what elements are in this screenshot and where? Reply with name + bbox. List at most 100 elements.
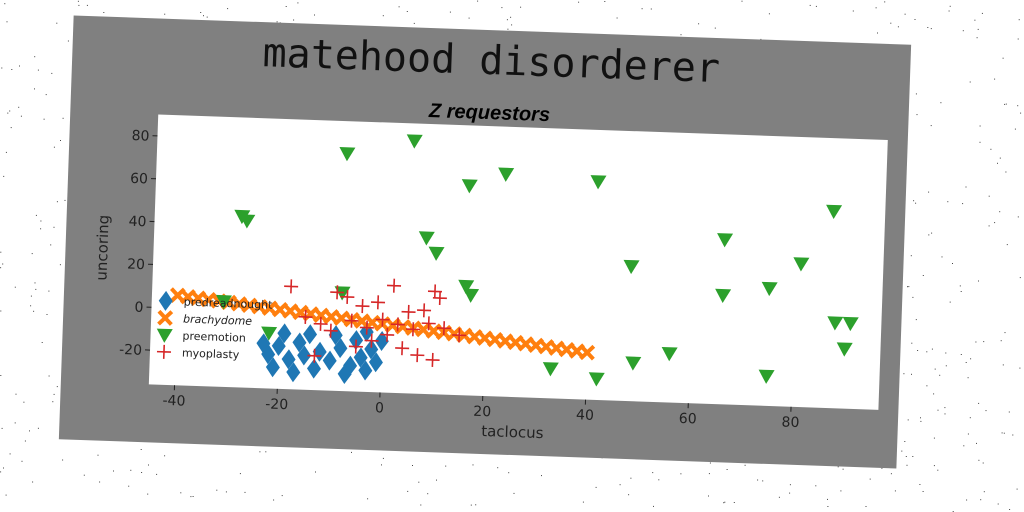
noise-speck <box>19 65 20 67</box>
noise-speck <box>965 186 967 188</box>
noise-speck <box>983 491 985 493</box>
noise-speck <box>56 386 58 388</box>
noise-speck <box>497 467 499 469</box>
noise-speck <box>147 493 149 495</box>
noise-speck <box>744 464 746 466</box>
noise-speck <box>595 486 597 488</box>
noise-speck <box>37 69 39 71</box>
noise-speck <box>827 506 829 507</box>
noise-speck <box>920 420 922 422</box>
noise-speck <box>837 466 839 468</box>
noise-speck <box>406 11 408 12</box>
noise-speck <box>382 457 384 459</box>
legend-label: preemotion <box>182 330 246 345</box>
noise-speck <box>367 498 369 500</box>
noise-speck <box>931 348 933 350</box>
noise-speck <box>926 351 928 353</box>
point-myoplasty <box>375 312 390 327</box>
x-tick-label: 40 <box>576 407 594 424</box>
noise-speck <box>62 459 64 461</box>
noise-speck <box>541 475 542 477</box>
noise-speck <box>976 442 977 444</box>
noise-speck <box>148 464 149 466</box>
noise-speck <box>1014 128 1016 130</box>
noise-speck <box>445 465 447 467</box>
noise-speck <box>931 232 933 234</box>
noise-speck <box>1001 432 1003 434</box>
noise-speck <box>827 498 828 500</box>
noise-speck <box>733 502 735 503</box>
noise-speck <box>884 1 886 3</box>
noise-speck <box>398 6 400 8</box>
noise-speck <box>945 352 947 354</box>
noise-speck <box>156 473 158 475</box>
noise-speck <box>997 162 998 164</box>
point-predreadnought <box>277 323 292 344</box>
noise-speck <box>418 481 420 483</box>
noise-speck <box>1 67 3 69</box>
point-myoplasty <box>452 328 467 343</box>
noise-speck <box>994 222 996 224</box>
noise-speck <box>927 27 929 28</box>
noise-speck <box>4 3 6 5</box>
point-preemotion <box>842 316 859 332</box>
noise-speck <box>628 494 630 496</box>
noise-speck <box>41 342 43 343</box>
point-predreadnought <box>281 349 296 370</box>
point-preemotion <box>717 233 734 248</box>
noise-speck <box>200 12 202 13</box>
noise-speck <box>9 110 11 112</box>
point-myoplasty <box>344 313 359 328</box>
noise-speck <box>351 451 352 453</box>
noise-speck <box>141 472 143 473</box>
x-axis-ticks: -40 -20 0 20 40 60 80 <box>162 385 800 431</box>
noise-speck <box>941 256 943 258</box>
noise-speck <box>130 469 132 471</box>
noise-speck <box>969 417 971 419</box>
noise-speck <box>34 56 36 58</box>
noise-speck <box>407 490 409 492</box>
noise-speck <box>945 365 947 367</box>
noise-speck <box>724 501 726 503</box>
noise-speck <box>190 496 192 498</box>
noise-speck <box>259 451 261 453</box>
point-predreadnought <box>256 333 271 354</box>
noise-speck <box>985 410 987 412</box>
point-preemotion <box>339 147 356 162</box>
noise-speck <box>952 263 953 264</box>
noise-speck <box>35 214 37 216</box>
noise-speck <box>708 495 709 497</box>
noise-speck <box>641 8 643 10</box>
noise-speck <box>741 0 743 2</box>
noise-speck <box>933 393 935 395</box>
noise-speck <box>978 280 979 282</box>
noise-speck <box>50 244 52 246</box>
noise-speck <box>944 413 946 415</box>
noise-speck <box>45 94 47 96</box>
noise-speck <box>382 15 384 17</box>
noise-speck <box>30 295 32 297</box>
noise-speck <box>0 310 2 312</box>
noise-speck <box>934 368 936 370</box>
point-preemotion <box>542 362 559 377</box>
noise-speck <box>906 464 908 466</box>
y-axis-label: uncoring <box>92 214 112 280</box>
point-preemotion <box>463 288 480 303</box>
point-myoplasty <box>401 304 416 319</box>
noise-speck <box>0 267 2 269</box>
noise-speck <box>1017 38 1019 40</box>
noise-speck <box>959 285 961 287</box>
noise-speck <box>901 450 903 452</box>
noise-speck <box>7 112 9 114</box>
point-predreadnought <box>328 325 343 346</box>
noise-speck <box>40 220 42 222</box>
point-predreadnought <box>322 350 337 371</box>
noise-speck <box>928 191 930 193</box>
noise-speck <box>33 310 35 312</box>
point-myoplasty <box>387 278 402 293</box>
noise-speck <box>926 385 928 387</box>
noise-speck <box>933 465 935 467</box>
noise-speck <box>216 489 218 491</box>
noise-speck <box>960 291 962 292</box>
noise-speck <box>965 362 967 363</box>
